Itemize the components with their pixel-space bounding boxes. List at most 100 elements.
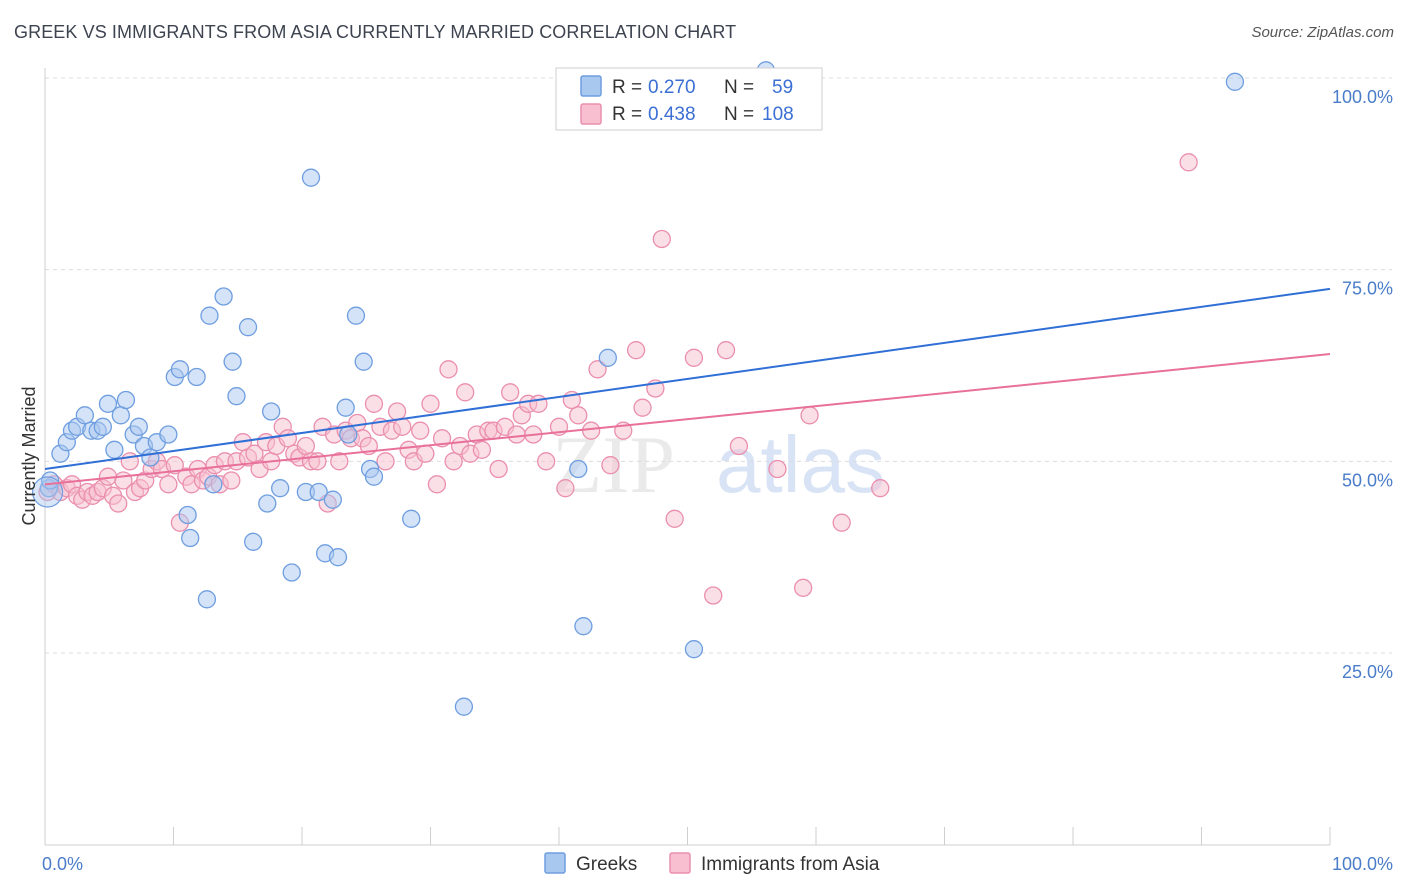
data-point-greeks bbox=[223, 352, 242, 371]
data-point-greeks bbox=[200, 306, 219, 325]
legend-n-value-2: 108 bbox=[762, 104, 794, 125]
data-point-greeks bbox=[227, 387, 246, 406]
data-point-greeks bbox=[98, 394, 118, 413]
data-point-asia bbox=[626, 341, 646, 360]
data-point-asia bbox=[456, 383, 475, 402]
y-axis-label: Currently Married bbox=[19, 386, 39, 525]
data-point-asia bbox=[556, 479, 575, 498]
data-point-asia bbox=[296, 436, 316, 456]
legend-n-label-2: N = bbox=[724, 104, 754, 125]
legend-r-value-2: 0.438 bbox=[648, 104, 696, 125]
legend-r-value-1: 0.270 bbox=[648, 77, 696, 98]
data-point-greeks bbox=[569, 459, 588, 479]
legend-swatch-greeks bbox=[580, 75, 602, 97]
source-label: Source: ZipAtlas.com bbox=[1251, 24, 1394, 41]
data-point-greeks bbox=[178, 505, 197, 525]
trend-lines bbox=[44, 287, 1331, 486]
legend-n-label-1: N = bbox=[724, 77, 754, 98]
x-ticks bbox=[44, 827, 1331, 845]
data-point-asia bbox=[569, 406, 588, 425]
data-point-asia bbox=[427, 475, 447, 494]
data-point-asia bbox=[704, 586, 723, 605]
data-point-asia bbox=[1179, 153, 1198, 172]
data-point-greeks bbox=[258, 494, 277, 513]
data-point-greeks bbox=[574, 617, 593, 636]
trend-line-asia bbox=[44, 353, 1331, 486]
data-point-asia bbox=[832, 513, 851, 532]
data-point-greeks bbox=[354, 352, 373, 371]
bottom-legend-swatch-greeks bbox=[544, 852, 566, 874]
data-point-asia bbox=[411, 421, 430, 440]
data-point-greeks bbox=[336, 398, 355, 417]
data-point-asia bbox=[444, 452, 463, 471]
data-point-greeks bbox=[111, 406, 130, 425]
y-tick-label: 50.0% bbox=[1342, 470, 1393, 490]
data-point-asia bbox=[472, 440, 492, 459]
data-point-asia bbox=[489, 459, 508, 479]
data-point-asia bbox=[871, 479, 890, 498]
data-point-greeks bbox=[204, 475, 223, 494]
data-point-asia bbox=[529, 394, 548, 413]
data-point-greeks bbox=[181, 528, 200, 548]
stats-legend: R = 0.270 N = 59 R = 0.438 N = 108 bbox=[555, 67, 823, 131]
data-point-greeks bbox=[301, 168, 321, 187]
data-point-asia bbox=[393, 417, 412, 436]
data-point-asia bbox=[109, 494, 128, 513]
data-point-asia bbox=[222, 471, 241, 490]
data-point-greeks bbox=[454, 697, 474, 716]
data-point-asia bbox=[278, 429, 298, 448]
data-point-asia bbox=[581, 421, 601, 440]
data-point-greeks bbox=[116, 390, 136, 410]
data-point-greeks bbox=[214, 287, 233, 306]
data-point-asia bbox=[684, 348, 704, 367]
data-point-greeks bbox=[598, 348, 617, 367]
data-point-greeks bbox=[402, 509, 421, 528]
x-tick-label-max: 100.0% bbox=[1332, 854, 1393, 874]
data-point-asia bbox=[165, 456, 184, 475]
trend-line-greeks bbox=[44, 287, 1331, 470]
y-tick-labels: 25.0% 50.0% 75.0% 100.0% bbox=[1332, 87, 1393, 682]
data-point-asia bbox=[652, 229, 671, 249]
data-point-greeks bbox=[159, 425, 178, 444]
data-point-greeks bbox=[1225, 72, 1245, 91]
data-point-asia bbox=[432, 429, 452, 448]
bottom-legend-greeks: Greeks bbox=[576, 854, 637, 875]
data-point-asia bbox=[800, 406, 819, 425]
data-point-asia bbox=[768, 459, 787, 479]
data-point-greeks bbox=[364, 467, 384, 486]
data-point-greeks bbox=[105, 440, 124, 459]
data-point-asia bbox=[729, 436, 749, 456]
bottom-legend-asia: Immigrants from Asia bbox=[701, 854, 880, 875]
legend-r-label-2: R = bbox=[612, 104, 642, 125]
data-point-greeks bbox=[170, 360, 190, 379]
data-point-asia bbox=[439, 360, 458, 379]
data-point-greeks bbox=[684, 640, 704, 659]
data-point-greeks bbox=[93, 417, 112, 436]
data-point-greeks bbox=[323, 490, 342, 509]
data-point-asia bbox=[416, 444, 435, 463]
data-point-asia bbox=[716, 341, 736, 360]
data-point-greeks bbox=[129, 417, 148, 436]
data-point-asia bbox=[376, 452, 395, 471]
watermark-atlas: atlas bbox=[716, 420, 885, 509]
data-point-asia bbox=[601, 456, 620, 475]
data-point-greeks bbox=[271, 479, 290, 498]
data-point-greeks bbox=[282, 563, 301, 582]
y-tick-label: 25.0% bbox=[1342, 662, 1393, 682]
data-point-asia bbox=[665, 509, 684, 528]
data-point-greeks bbox=[197, 590, 217, 609]
data-point-asia bbox=[794, 578, 813, 597]
data-point-asia bbox=[364, 394, 384, 413]
data-point-asia bbox=[501, 383, 520, 402]
data-point-greeks-cluster bbox=[31, 476, 64, 508]
data-point-greeks bbox=[262, 402, 281, 421]
data-point-greeks bbox=[187, 367, 206, 387]
bottom-legend-swatch-asia bbox=[669, 852, 691, 874]
legend-r-label-1: R = bbox=[612, 77, 642, 98]
data-point-greeks bbox=[309, 482, 328, 502]
data-point-asia bbox=[421, 394, 440, 413]
data-point-asia bbox=[537, 452, 556, 471]
data-point-asia bbox=[387, 402, 407, 421]
data-point-asia bbox=[330, 452, 349, 471]
